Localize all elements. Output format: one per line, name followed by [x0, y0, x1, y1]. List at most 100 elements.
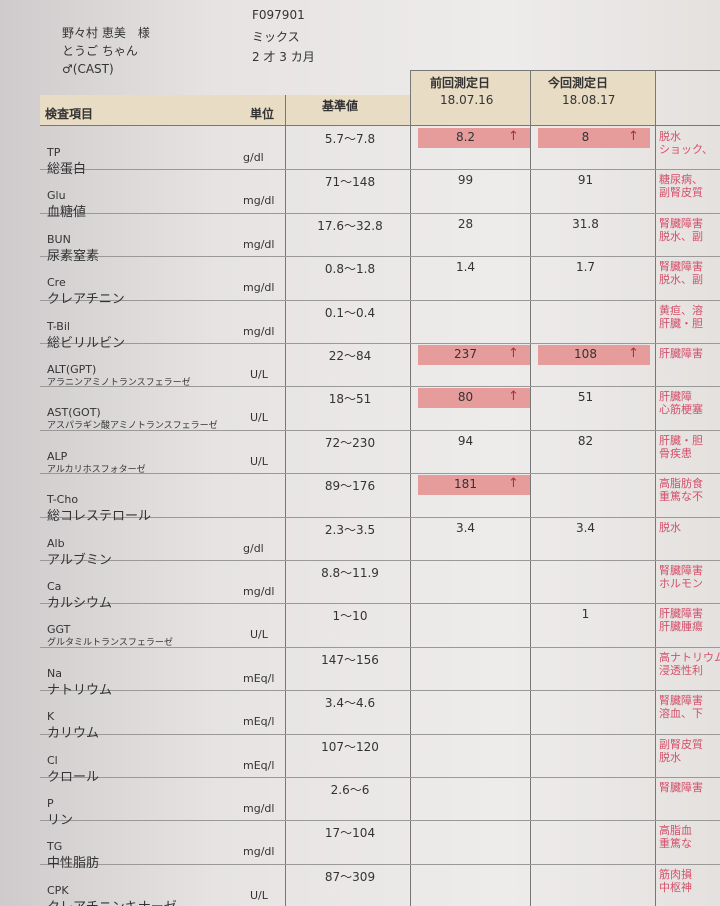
row-rule: [40, 386, 720, 388]
unit: g/dl: [243, 151, 264, 164]
note: 心筋梗塞: [659, 403, 703, 417]
prev-value: 8.2: [455, 130, 476, 144]
unit: mg/dl: [243, 281, 275, 295]
header-band: [40, 95, 410, 125]
unit: mEq/l: [243, 671, 275, 685]
item-code: Cre: [47, 276, 66, 290]
col-rule: [530, 70, 531, 906]
note: 腎臓障害: [659, 564, 703, 577]
pet-name: とうご ちゃん: [62, 44, 138, 58]
item-name: アルカリホスフォターゼ: [47, 464, 146, 475]
item-code: Na: [47, 666, 62, 680]
range: 3.4～4.6: [324, 696, 376, 711]
range: 0.8～1.8: [324, 262, 376, 277]
item-name: クロール: [47, 769, 100, 785]
row-rule: [40, 212, 720, 214]
note: 高脂肪食: [659, 477, 703, 491]
row-rule: [40, 343, 720, 344]
note: ホルモン: [659, 577, 703, 590]
item-code: K: [47, 710, 55, 724]
breed: ミックス: [252, 30, 300, 44]
row-rule: [40, 646, 720, 648]
note: 脱水、副: [659, 229, 703, 243]
prev-flag: ↑: [508, 476, 519, 492]
row-rule: [40, 733, 720, 735]
note: 肝臓障害: [659, 347, 703, 360]
prev-date: 18.07.16: [440, 93, 494, 107]
item-code: ALT(GPT): [47, 363, 97, 376]
item-name: カルシウム: [47, 596, 113, 611]
item-name: グルタミルトランスフェラーゼ: [47, 638, 173, 649]
curr-value: 82: [577, 433, 594, 448]
note: 肝臓・胆: [659, 433, 703, 447]
note: 腎臓障害: [659, 216, 703, 230]
range: 17～104: [324, 826, 376, 841]
unit: mg/dl: [243, 585, 275, 598]
unit: U/L: [250, 888, 268, 902]
curr-value: 3.4: [575, 520, 596, 535]
unit: mEq/l: [243, 758, 275, 772]
note: 重篤な不: [659, 490, 703, 504]
unit: U/L: [250, 628, 268, 642]
curr-value: 1.7: [575, 260, 596, 275]
col-head: 単位: [250, 107, 275, 121]
row-rule: [40, 429, 720, 431]
range: 2.6～6: [330, 783, 370, 797]
col-rule: [285, 95, 286, 906]
range: 1～10: [332, 609, 368, 624]
prev-flag: ↑: [508, 346, 519, 361]
prev-flag: ↑: [508, 389, 519, 405]
curr-date: 18.08.17: [562, 93, 616, 107]
range: 18～51: [328, 392, 372, 407]
curr-value: 1: [581, 607, 590, 622]
age: 2 才 3 カ月: [252, 50, 315, 64]
item-code: P: [47, 797, 54, 810]
range: 0.1～0.4: [324, 305, 376, 320]
range: 5.7～7.8: [324, 132, 376, 146]
unit: mEq/l: [243, 715, 275, 729]
note: 脱水: [659, 520, 681, 534]
note: 骨疾患: [659, 446, 692, 460]
note: 腎臓障害: [659, 694, 703, 708]
item-code: ALP: [47, 449, 68, 463]
item-name: アラニンアミノトランスフェラーゼ: [47, 378, 191, 388]
note: 副腎皮質: [659, 737, 703, 751]
owner: 野々村 恵美 様: [62, 26, 150, 40]
note: 腎臓障害: [659, 781, 703, 794]
curr-value: 51: [577, 390, 594, 405]
note: 脱水: [659, 130, 681, 143]
unit: mg/dl: [243, 802, 275, 815]
item-code: T-Bil: [47, 319, 70, 333]
range: 8.8～11.9: [321, 566, 379, 580]
note: 中枢神: [659, 880, 692, 894]
row-rule: [40, 820, 720, 822]
sex: ♂(CAST): [62, 62, 114, 76]
prev-value: 28: [457, 216, 474, 231]
note: 肝臓腫瘍: [659, 620, 703, 634]
note: 高脂血: [659, 824, 692, 838]
item-code: TG: [47, 840, 63, 854]
range: 17.6～32.8: [317, 218, 383, 233]
row-rule: [40, 603, 720, 605]
note: 筋肉損: [659, 867, 692, 881]
note: 溶血、下: [659, 707, 703, 721]
item-code: AST(GOT): [47, 406, 101, 420]
col-head: 検査項目: [45, 107, 94, 121]
item-code: Glu: [47, 189, 66, 203]
item-name: 総蛋白: [47, 162, 87, 177]
row-rule: [40, 777, 720, 778]
col-rule: [655, 70, 656, 906]
note: 糖尿病、: [659, 173, 703, 187]
row-rule: [40, 299, 720, 301]
row-rule: [40, 690, 720, 692]
note: 重篤な: [659, 837, 692, 851]
item-name: 中性脂肪: [47, 856, 100, 872]
highlight: [418, 475, 530, 496]
item-code: Alb: [47, 536, 65, 550]
row-rule: [40, 516, 720, 518]
row-rule: [40, 169, 720, 171]
unit: mg/dl: [243, 845, 275, 859]
unit: U/L: [250, 411, 268, 425]
note: 副腎皮質: [659, 186, 703, 200]
item-name: 総コレステロール: [47, 509, 152, 525]
